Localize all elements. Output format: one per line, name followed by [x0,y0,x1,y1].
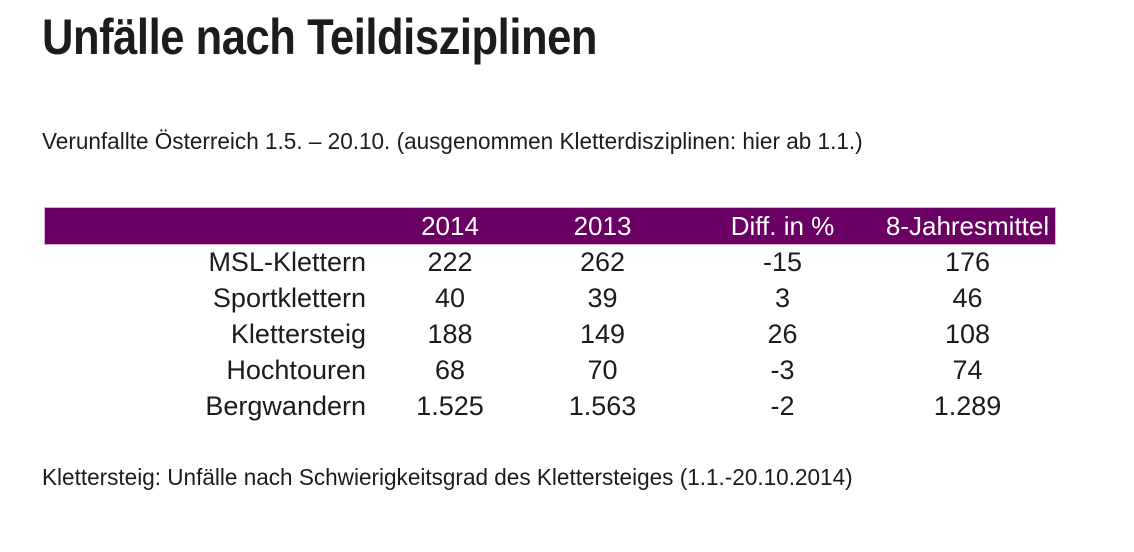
row-value: 262 [579,247,626,277]
row-value: 26 [767,319,798,349]
table-body: MSL-Klettern 222 262 -15 176 Sportklettern 40 3… [45,244,1055,424]
row-label: Klettersteig [230,319,366,349]
row-value: 3 [774,283,791,313]
row-value: 40 [434,283,466,313]
row-value: 74 [952,355,983,385]
row-value: 70 [587,355,618,385]
row-value: 149 [579,319,626,349]
row-value: -15 [762,247,803,277]
row-value: 46 [952,283,983,313]
page-title: Unfälle nach Teildisziplinen [42,9,598,65]
row-label: Hochtouren [226,355,366,385]
row-value: 68 [434,355,466,385]
row-label: Bergwandern [205,391,366,421]
table-row: MSL-Klettern 222 262 -15 176 [45,244,1055,280]
column-header-2014: 2014 [421,211,479,241]
row-value: -2 [770,391,795,421]
slide-footnote: Klettersteig: Unfälle nach Schwierigkeit… [42,464,853,490]
row-value: 1.525 [416,391,484,421]
row-label: Sportklettern [212,283,366,313]
row-value: 39 [587,283,618,313]
row-value: 188 [427,319,473,349]
row-value: 176 [944,247,991,277]
row-value: 1.563 [568,391,637,421]
column-header-diff: Diff. in % [730,211,835,241]
row-value: -3 [770,355,795,385]
accidents-table: 2014 2013 Diff. in % 8-Jahresmittel MSL-… [45,208,1055,424]
table-row: Sportklettern 40 39 3 46 [45,280,1055,316]
table-row: Hochtouren 68 70 -3 74 [45,352,1055,388]
table-row: Klettersteig 188 149 26 108 [45,316,1055,352]
row-value: 1.289 [933,391,1002,421]
row-value: 222 [427,247,473,277]
column-header-8yr-mean: 8-Jahresmittel [885,211,1050,241]
slide-subtitle: Verunfallte Österreich 1.5. – 20.10. (au… [42,128,863,154]
table-row: Bergwandern 1.525 1.563 -2 1.289 [45,388,1055,424]
row-label: MSL-Klettern [208,247,366,277]
table-header-row: 2014 2013 Diff. in % 8-Jahresmittel [45,208,1055,244]
column-header-2013: 2013 [573,211,632,241]
row-value: 108 [944,319,991,349]
